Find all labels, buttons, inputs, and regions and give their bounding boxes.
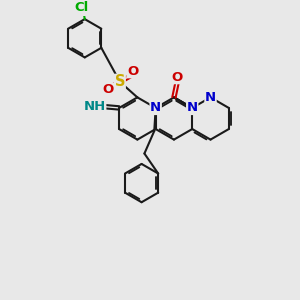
Text: Cl: Cl <box>74 2 88 14</box>
Text: NH: NH <box>83 100 106 113</box>
Text: N: N <box>150 101 161 114</box>
Text: O: O <box>172 70 183 84</box>
Text: N: N <box>187 101 198 114</box>
Text: O: O <box>127 65 138 78</box>
Text: O: O <box>103 83 114 96</box>
Text: S: S <box>115 74 125 89</box>
Text: N: N <box>205 91 216 104</box>
